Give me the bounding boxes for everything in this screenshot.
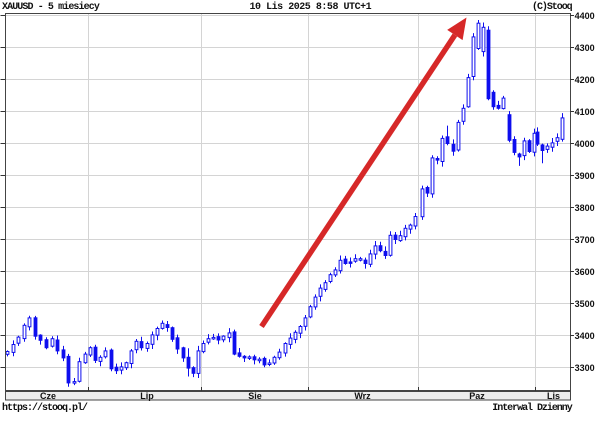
svg-text:Lip: Lip (140, 391, 154, 401)
svg-text:Lis: Lis (547, 391, 560, 401)
svg-text:3700: 3700 (575, 235, 595, 245)
svg-text:3300: 3300 (575, 363, 595, 373)
svg-text:https://stooq.pl/: https://stooq.pl/ (2, 402, 88, 414)
svg-text:Sie: Sie (248, 391, 262, 401)
svg-text:10 Lis 2025 8:58 UTC+1: 10 Lis 2025 8:58 UTC+1 (250, 1, 372, 13)
svg-text:Wrz: Wrz (354, 391, 371, 401)
svg-text:4100: 4100 (575, 107, 595, 117)
svg-text:3900: 3900 (575, 171, 595, 181)
svg-text:4400: 4400 (575, 11, 595, 21)
svg-text:4200: 4200 (575, 75, 595, 85)
svg-text:(C)Stooq: (C)Stooq (532, 1, 573, 13)
svg-text:4000: 4000 (575, 139, 595, 149)
svg-text:Cze: Cze (40, 391, 56, 401)
svg-text:3500: 3500 (575, 299, 595, 309)
svg-text:4300: 4300 (575, 43, 595, 53)
svg-text:Paz: Paz (469, 391, 485, 401)
svg-text:3600: 3600 (575, 267, 595, 277)
svg-text:3400: 3400 (575, 331, 595, 341)
svg-text:3800: 3800 (575, 203, 595, 213)
svg-text:XAUUSD - 5 miesiecy: XAUUSD - 5 miesiecy (2, 1, 100, 13)
svg-text:Interwal Dzienny: Interwal Dzienny (492, 402, 572, 414)
